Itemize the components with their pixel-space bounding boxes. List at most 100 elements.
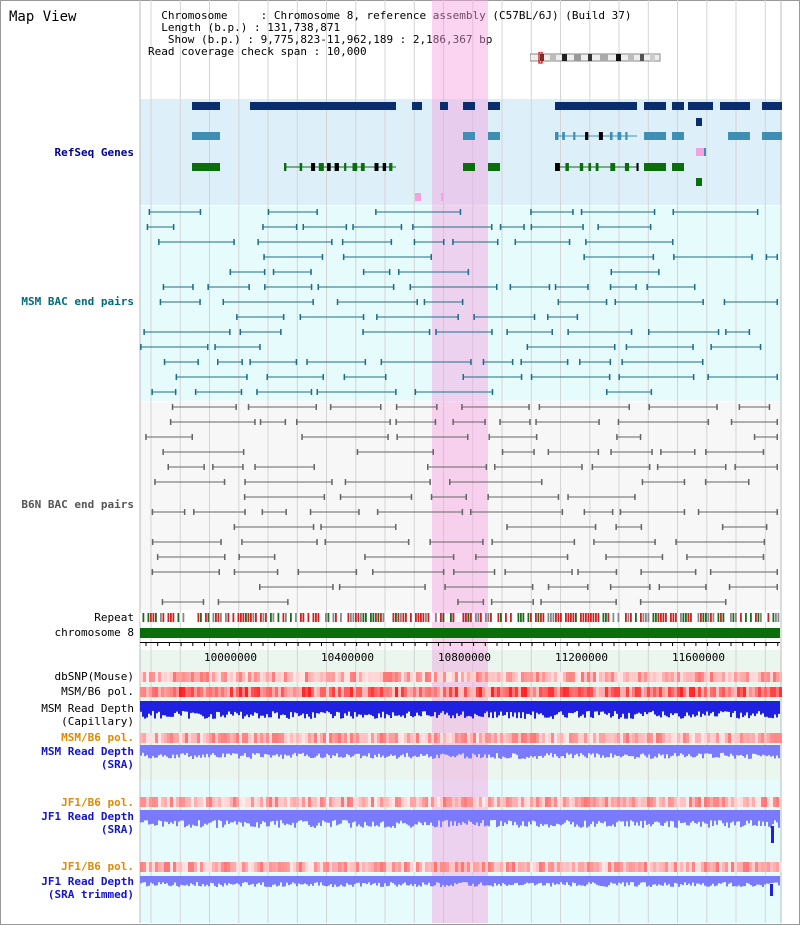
depth-bar [300,810,302,821]
depth-bar [538,876,540,884]
repeat-mark [417,613,420,622]
polymorphism-cell [413,797,416,807]
polymorphism-cell [755,862,758,872]
repeat-mark [420,613,422,622]
polymorphism-cell [407,862,410,872]
depth-bar [378,701,380,714]
depth-bar [502,701,504,716]
depth-bar [640,810,642,821]
repeat-mark [765,613,767,622]
bac-end [548,284,551,290]
depth-bar [294,876,296,884]
depth-bar [518,876,520,886]
depth-bar [202,810,204,827]
depth-bar [320,745,322,758]
depth-bar [412,876,414,887]
depth-bar [628,810,630,827]
polymorphism-cell [305,862,308,872]
msm-bac-label[interactable]: MSM BAC end pairs [21,295,134,308]
polymorphism-cell [488,797,491,807]
depth-bar [310,745,312,758]
depth-bar [586,745,588,758]
gene-body [644,132,666,140]
repeat-mark [175,613,177,622]
polymorphism-cell [530,733,533,743]
polymorphism-cell [344,687,347,697]
depth-bar [282,745,284,759]
polymorphism-cell [512,687,515,697]
depth-bar [652,745,654,759]
depth-bar [454,745,456,758]
polymorphism-cell [332,672,335,682]
polymorphism-cell [632,672,635,682]
polymorphism-cell [764,797,767,807]
polymorphism-cell [740,862,743,872]
depth-bar [604,876,606,887]
polymorphism-cell [140,862,143,872]
polymorphism-cell [473,797,476,807]
depth-bar [412,810,414,827]
depth-bar [382,876,384,887]
polymorphism-cell [563,672,566,682]
bac-end [241,359,243,365]
polymorphism-cell [371,733,374,743]
polymorphism-cell [344,672,347,682]
polymorphism-cell [194,687,197,697]
depth-bar [314,876,316,883]
depth-bar [306,876,308,885]
depth-bar [646,745,648,758]
depth-bar [362,876,364,884]
chromosome-ideogram[interactable] [530,52,662,64]
bac-end [625,344,628,350]
depth-bar [548,876,550,884]
depth-bar [676,745,678,757]
depth-bar [628,701,630,713]
polymorphism-cell [455,672,458,682]
bac-end [151,389,153,395]
polymorphism-cell [458,672,461,682]
polymorphism-cell [620,687,623,697]
polymorphism-cell [776,672,779,682]
b6n-bac-label[interactable]: B6N BAC end pairs [21,498,134,511]
polymorphism-cell [647,687,650,697]
polymorphism-cell [656,672,659,682]
polymorphism-cell [560,687,563,697]
depth-bar [426,876,428,885]
polymorphism-cell [164,862,167,872]
polymorphism-cell [371,672,374,682]
refseq-genes-label[interactable]: RefSeq Genes [54,146,134,159]
polymorphism-cell [686,797,689,807]
polymorphism-cell [629,687,632,697]
depth-bar [626,701,628,719]
repeat-mark [272,613,275,622]
depth-bar [332,745,334,755]
chromosome-bar[interactable] [140,628,780,638]
depth-bar [638,810,640,826]
depth-bar [144,810,146,821]
depth-bar [562,745,564,756]
depth-bar [500,810,502,821]
repeat-mark [667,613,670,622]
polymorphism-cell [599,797,602,807]
depth-bar [578,810,580,827]
polymorphism-cell [770,797,773,807]
depth-bar [342,810,344,821]
depth-bar [188,745,190,757]
depth-bar [222,876,224,887]
repeat-mark [327,613,330,622]
depth-bar [648,701,650,713]
depth-bar [590,701,592,718]
repeat-mark [630,613,632,622]
msm-b6-pol-label-2: MSM/B6 pol. [61,731,134,744]
depth-bar [580,810,582,828]
bac-end [412,224,414,230]
depth-bar [152,701,154,711]
bac-end [159,299,162,305]
polymorphism-cell [155,797,158,807]
repeat-mark [192,613,195,622]
depth-bar [570,876,572,887]
bac-end [457,314,459,320]
polymorphism-cell [467,797,470,807]
bac-end [501,449,504,455]
polymorphism-cell [422,733,425,743]
